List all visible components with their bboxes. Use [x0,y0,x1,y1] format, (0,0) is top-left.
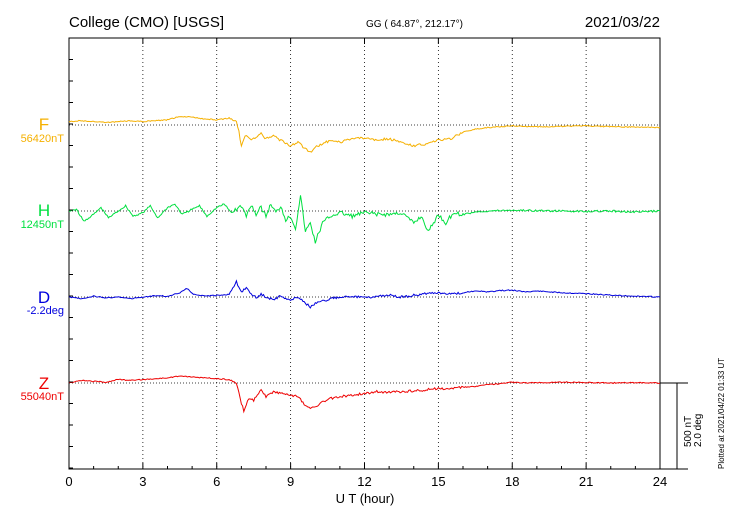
x-axis-label: U T (hour) [336,491,395,506]
trace-F [68,115,661,153]
x-axis-ticks: 0 3 6 9 12 15 18 21 24 [65,38,667,489]
trace-H [68,195,661,244]
station-title: College (CMO) [USGS] [69,14,224,31]
tick-label-x-6: 6 [213,474,220,489]
trace-Z [68,375,661,414]
scale-deg-label: 2.0 deg [693,414,704,447]
plotted-timestamp: Plotted at 2021/04/22 01:33 UT [717,358,726,469]
tick-label-x-0: 0 [65,474,72,489]
date-label: 2021/03/22 [585,14,660,31]
vertical-gridlines [142,38,587,469]
baseline-value-H: 12450nT [21,219,65,231]
tick-label-x-21: 21 [579,474,593,489]
scale-bar: 500 nT 2.0 deg [660,382,704,470]
baseline-value-F: 56420nT [21,133,65,145]
component-label-H: H [38,201,50,220]
component-label-F: F [39,115,49,134]
tick-label-x-24: 24 [653,474,667,489]
baseline-value-Z: 55040nT [21,391,65,403]
tick-label-x-18: 18 [505,474,519,489]
coordinates-label: GG ( 64.87°, 212.17°) [366,19,463,30]
component-label-Z: Z [39,374,49,393]
tick-label-x-15: 15 [431,474,445,489]
trace-D [68,279,661,309]
tick-label-x-9: 9 [287,474,294,489]
tick-label-x-3: 3 [139,474,146,489]
tick-label-x-12: 12 [357,474,371,489]
baseline-value-D: -2.2deg [27,305,64,317]
component-label-D: D [38,288,50,307]
traces [68,115,661,414]
scale-nt-label: 500 nT [683,416,694,447]
